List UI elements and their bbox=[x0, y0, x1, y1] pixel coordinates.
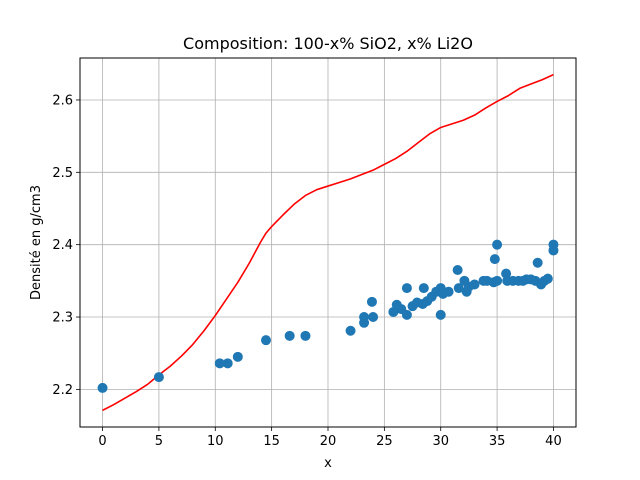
data-point bbox=[222, 358, 233, 369]
data-point bbox=[401, 309, 412, 320]
x-axis-ticks: 0 5 10 15 20 25 30 35 40 bbox=[98, 427, 562, 449]
data-point bbox=[435, 309, 446, 320]
data-point bbox=[368, 312, 379, 323]
x-tick-label: 20 bbox=[320, 434, 337, 449]
y-tick-label: 2.2 bbox=[52, 383, 73, 398]
x-tick-label: 10 bbox=[207, 434, 224, 449]
x-tick-label: 0 bbox=[98, 434, 106, 449]
density-scatter-series bbox=[97, 239, 559, 393]
data-point bbox=[542, 273, 553, 284]
data-point bbox=[261, 335, 271, 346]
data-point bbox=[97, 382, 108, 393]
data-point bbox=[452, 264, 463, 275]
data-point bbox=[359, 312, 370, 323]
x-tick-label: 25 bbox=[376, 434, 393, 449]
data-point bbox=[300, 330, 311, 341]
data-point bbox=[469, 279, 480, 290]
y-tick-label: 2.5 bbox=[52, 166, 73, 181]
x-axis-label: x bbox=[324, 456, 332, 471]
chart-title: Composition: 100-x% SiO2, x% Li2O bbox=[183, 34, 473, 53]
x-tick-label: 35 bbox=[489, 434, 506, 449]
data-point bbox=[418, 283, 429, 294]
data-point bbox=[532, 257, 543, 268]
data-point bbox=[489, 254, 500, 265]
x-tick-label: 40 bbox=[545, 434, 562, 449]
data-point bbox=[492, 239, 503, 250]
density-line bbox=[102, 73, 554, 412]
y-tick-label: 2.6 bbox=[52, 93, 73, 108]
data-point bbox=[453, 283, 464, 294]
x-tick-label: 15 bbox=[263, 434, 280, 449]
density-line-series bbox=[102, 73, 554, 412]
y-tick-label: 2.3 bbox=[52, 311, 73, 326]
data-point bbox=[284, 330, 295, 341]
data-point bbox=[401, 283, 412, 294]
y-tick-label: 2.4 bbox=[52, 238, 73, 253]
data-point bbox=[214, 358, 225, 369]
data-point bbox=[366, 296, 377, 307]
x-tick-label: 30 bbox=[432, 434, 449, 449]
data-point bbox=[345, 325, 356, 336]
data-point bbox=[548, 245, 559, 256]
y-axis-ticks: 2.2 2.3 2.4 2.5 2.6 bbox=[52, 93, 80, 398]
data-point bbox=[443, 286, 454, 297]
data-point bbox=[492, 275, 503, 286]
data-point bbox=[153, 372, 164, 383]
y-axis-label: Densité en g/cm3 bbox=[29, 185, 44, 300]
data-point bbox=[232, 351, 243, 362]
x-tick-label: 5 bbox=[155, 434, 163, 449]
